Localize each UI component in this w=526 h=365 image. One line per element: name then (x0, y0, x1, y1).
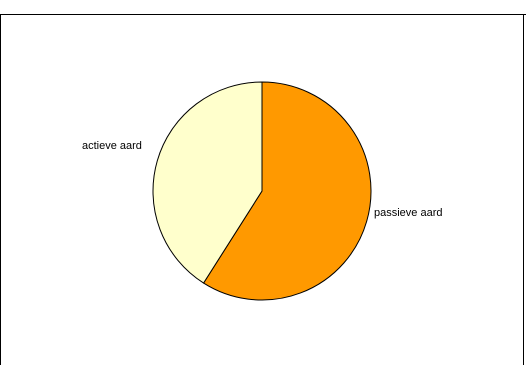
pie-label-actieve-aard: actieve aard (82, 140, 142, 152)
pie-label-passieve-aard: passieve aard (374, 207, 443, 219)
chart-area (0, 14, 524, 365)
pie-slices (152, 81, 372, 301)
pie-slice-actieve-aard (152, 81, 263, 284)
pie-labels: passieve aard actieve aard (82, 140, 443, 219)
pie-slice-passieve-aard (202, 81, 372, 301)
top-caption-strip (0, 0, 526, 15)
